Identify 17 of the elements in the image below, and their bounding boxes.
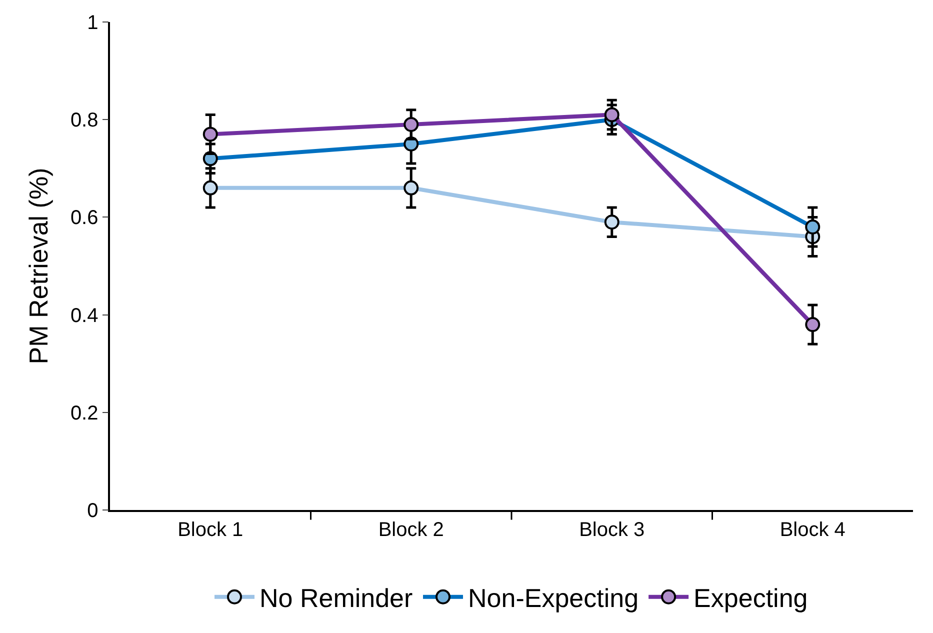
y-tick-label: 0.8 [70, 110, 98, 132]
legend-label: Expecting [694, 582, 808, 613]
y-tick-label: 1 [87, 12, 98, 34]
y-tick-label: 0.2 [70, 402, 98, 424]
y-tick-label: 0.4 [70, 304, 98, 327]
x-tick-label: Block 2 [378, 518, 444, 541]
legend-label: No Reminder [260, 582, 414, 613]
legend-label: Non-Expecting [468, 582, 639, 613]
x-tick-label: Block 1 [178, 518, 244, 541]
point [604, 214, 620, 230]
point [404, 180, 419, 196]
point [202, 180, 218, 196]
y-axis-title: PM Retrieval (%) [23, 168, 54, 364]
x-tick-label: Block 4 [780, 518, 846, 541]
y-tick-label: 0 [87, 500, 98, 522]
y-tick-label: 0.6 [70, 207, 98, 230]
x-tick-label: Block 3 [579, 518, 645, 541]
